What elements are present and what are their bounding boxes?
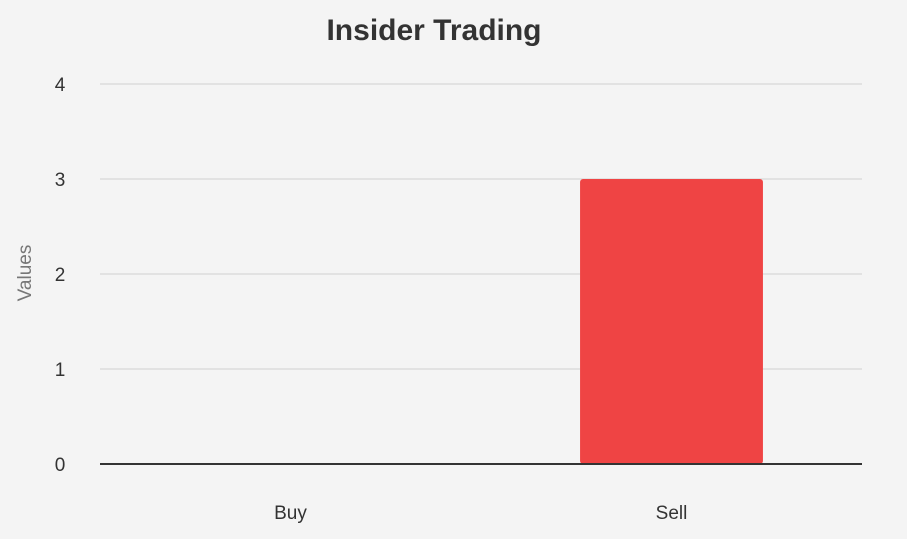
y-tick-label: 2 [55, 265, 66, 286]
y-axis-ticks: 0 1 2 3 4 [55, 75, 66, 476]
y-tick-label: 0 [55, 455, 66, 476]
bar-sell [580, 179, 763, 464]
x-tick-label: Sell [656, 503, 688, 524]
x-tick-label: Buy [274, 503, 307, 524]
x-axis-ticks: Buy Sell [274, 503, 687, 524]
y-tick-label: 1 [55, 360, 66, 381]
y-tick-label: 3 [55, 170, 66, 191]
chart-title: Insider Trading [326, 14, 541, 47]
y-tick-label: 4 [55, 75, 66, 96]
bars [580, 179, 763, 464]
y-axis-title: Values [15, 245, 36, 302]
